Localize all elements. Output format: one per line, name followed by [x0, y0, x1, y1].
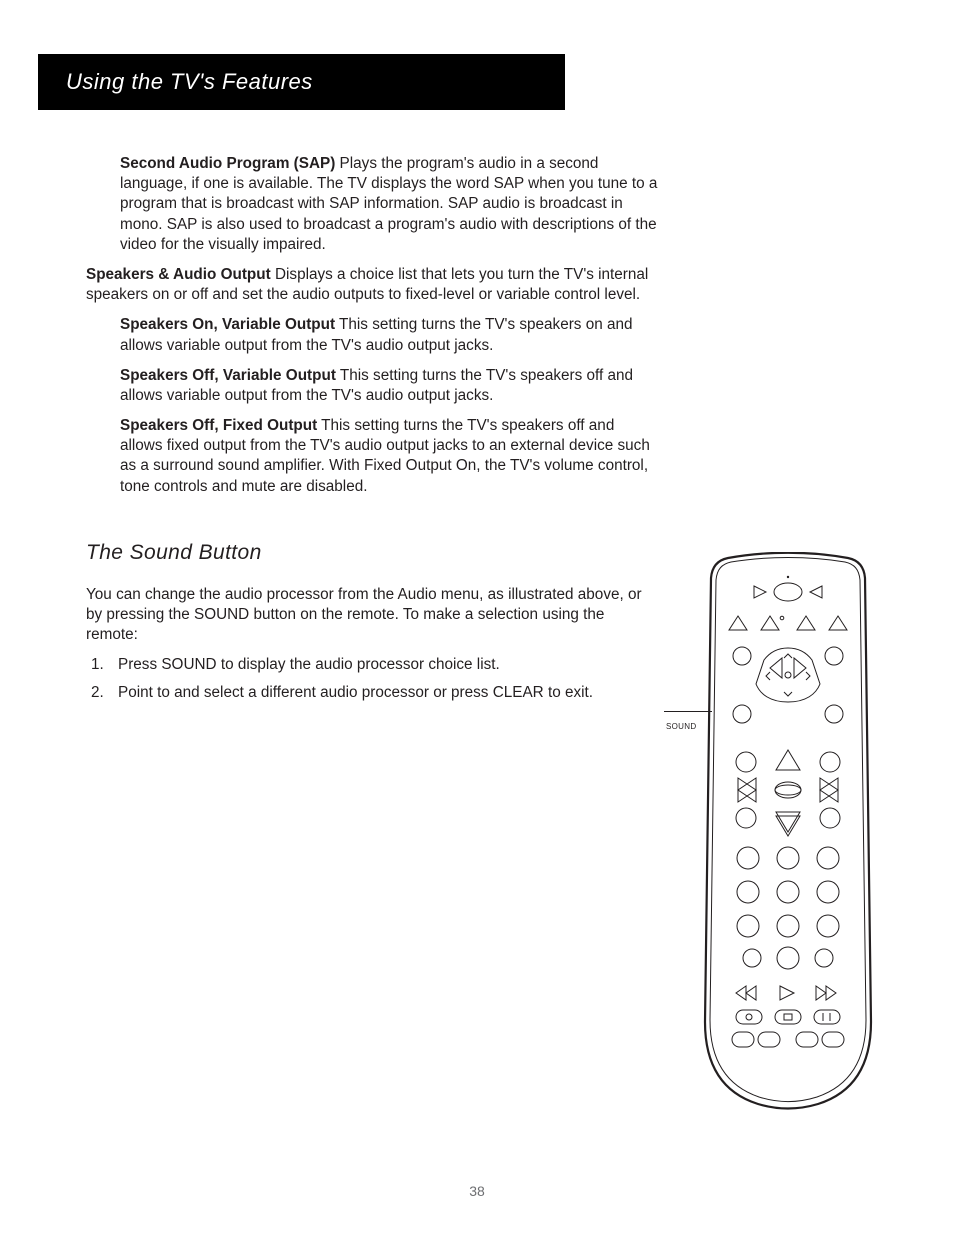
lead-speakers-off-fixed: Speakers Off, Fixed Output [120, 417, 317, 434]
page-footer: 38 [0, 1183, 954, 1199]
para-sound-intro: You can change the audio processor from … [86, 585, 660, 646]
para-speakers-intro: Speakers & Audio Output Displays a choic… [86, 265, 660, 305]
chapter-header: Using the TV's Features [38, 54, 565, 110]
para-speakers-on: Speakers On, Variable Output This settin… [86, 315, 660, 355]
remote-svg [698, 552, 878, 1112]
steps-list: Press SOUND to display the audio process… [86, 655, 660, 703]
lead-speakers-off-var: Speakers Off, Variable Output [120, 367, 336, 384]
para-sap: Second Audio Program (SAP) Plays the pro… [86, 154, 660, 255]
para-speakers-off-fixed: Speakers Off, Fixed Output This setting … [86, 416, 660, 497]
heading-sound-button: The Sound Button [86, 539, 660, 567]
step-2: Point to and select a different audio pr… [108, 683, 660, 703]
lead-speakers-intro: Speakers & Audio Output [86, 266, 271, 283]
remote-illustration [698, 552, 878, 1112]
chapter-title: Using the TV's Features [66, 69, 313, 95]
page-number: 38 [469, 1183, 485, 1199]
body-column: Second Audio Program (SAP) Plays the pro… [86, 154, 660, 711]
para-speakers-off-var: Speakers Off, Variable Output This setti… [86, 366, 660, 406]
callout-label-sound: SOUND [666, 722, 696, 731]
lead-sap: Second Audio Program (SAP) [120, 155, 335, 172]
lead-speakers-on: Speakers On, Variable Output [120, 316, 335, 333]
step-1: Press SOUND to display the audio process… [108, 655, 660, 675]
